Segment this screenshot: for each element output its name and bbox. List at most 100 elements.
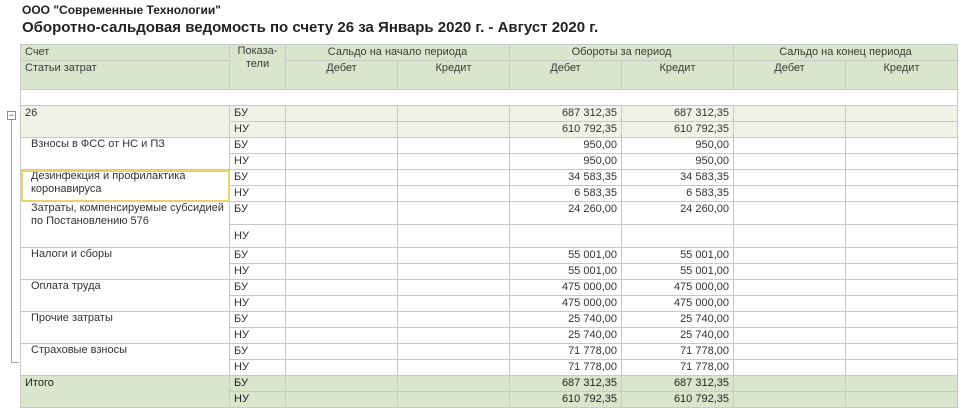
- indicator-cell: БУ: [229, 169, 286, 186]
- table-row[interactable]: Страховые взносы БУ 71 778,00 71 778,00: [20, 343, 958, 376]
- total-label-cell: Итого: [20, 375, 230, 408]
- indicator-cell: НУ: [229, 295, 286, 312]
- turnover-credit-cell: 25 740,00: [621, 327, 734, 344]
- opening-credit-cell: [397, 185, 510, 202]
- tree-guide-line: [11, 120, 12, 362]
- opening-credit-cell: [397, 137, 510, 154]
- turnover-credit-cell: 55 001,00: [621, 263, 734, 280]
- tree-guide-end: [11, 362, 19, 363]
- turnover-debit-cell: 34 583,35: [509, 169, 622, 186]
- header-cost-items: Статьи затрат: [20, 60, 230, 90]
- table-row[interactable]: НУ 950,00 950,00: [21, 153, 958, 170]
- table-row[interactable]: Дезинфекция и профилактика коронавируса …: [20, 169, 958, 202]
- opening-debit-cell: [285, 121, 398, 138]
- turnover-debit-cell: 24 260,00: [509, 201, 622, 225]
- turnover-credit-cell: 687 312,35: [621, 105, 734, 122]
- table-row[interactable]: Взносы в ФСС от НС и ПЗ БУ 950,00 950,00: [20, 137, 958, 170]
- opening-credit-cell: [397, 327, 510, 344]
- opening-debit-cell: [285, 279, 398, 296]
- closing-credit-cell: [845, 224, 958, 248]
- turnover-credit-cell: 6 583,35: [621, 185, 734, 202]
- indicator-cell: БУ: [229, 343, 286, 360]
- opening-debit-cell: [285, 247, 398, 264]
- turnover-debit-cell: [509, 224, 622, 248]
- opening-debit-cell: [285, 153, 398, 170]
- opening-credit-cell: [397, 343, 510, 360]
- cost-item-name-selected[interactable]: Дезинфекция и профилактика коронавируса: [20, 169, 230, 202]
- cost-item-name[interactable]: Взносы в ФСС от НС и ПЗ: [20, 137, 230, 170]
- turnover-debit-cell: 71 778,00: [509, 343, 622, 360]
- closing-credit-cell: [845, 185, 958, 202]
- turnover-credit-cell: 71 778,00: [621, 343, 734, 360]
- opening-debit-cell: [285, 224, 398, 248]
- turnover-debit-cell: 55 001,00: [509, 247, 622, 264]
- opening-credit-cell: [397, 247, 510, 264]
- closing-credit-cell: [845, 343, 958, 360]
- cost-item-name[interactable]: Страховые взносы: [20, 343, 230, 376]
- closing-credit-cell: [845, 391, 958, 408]
- turnover-debit-cell: 687 312,35: [509, 375, 622, 392]
- table-row[interactable]: НУ: [21, 224, 958, 248]
- opening-credit-cell: [397, 311, 510, 328]
- opening-credit-cell: [397, 153, 510, 170]
- turnover-debit-cell: 6 583,35: [509, 185, 622, 202]
- cost-item-name[interactable]: Затраты, компенсируемые субсидией по Пос…: [20, 201, 230, 248]
- closing-debit-cell: [733, 105, 846, 122]
- header-indicators: Показа- тели: [229, 44, 286, 90]
- company-name: ООО "Современные Технологии": [22, 3, 221, 17]
- cost-item-name[interactable]: Оплата труда: [20, 279, 230, 312]
- closing-debit-cell: [733, 295, 846, 312]
- turnover-debit-cell: 25 740,00: [509, 311, 622, 328]
- indicator-cell: БУ: [229, 279, 286, 296]
- turnover-debit-cell: 687 312,35: [509, 105, 622, 122]
- indicator-cell: НУ: [229, 327, 286, 344]
- cost-item-name[interactable]: Прочие затраты: [20, 311, 230, 344]
- total-row[interactable]: Итого БУ 687 312,35 687 312,35: [20, 375, 958, 408]
- table-row[interactable]: Затраты, компенсируемые субсидией по Пос…: [20, 201, 958, 248]
- indicator-cell: БУ: [229, 201, 286, 225]
- turnover-debit-cell: 475 000,00: [509, 295, 622, 312]
- closing-debit-cell: [733, 201, 846, 225]
- header-account: Счет: [20, 44, 230, 61]
- indicator-cell: БУ: [229, 137, 286, 154]
- opening-credit-cell: [397, 359, 510, 376]
- opening-credit-cell: [397, 295, 510, 312]
- header-turnover-credit: Кредит: [621, 60, 734, 90]
- closing-debit-cell: [733, 247, 846, 264]
- indicator-cell: НУ: [229, 391, 286, 408]
- opening-credit-cell: [397, 201, 510, 225]
- indicator-cell: БУ: [229, 311, 286, 328]
- closing-debit-cell: [733, 153, 846, 170]
- group-account-cell[interactable]: 26: [20, 105, 230, 138]
- indicator-cell: БУ: [229, 105, 286, 122]
- turnover-credit-cell: 475 000,00: [621, 279, 734, 296]
- header-closing-credit: Кредит: [845, 60, 958, 90]
- table-row[interactable]: Оплата труда БУ 475 000,00 475 000,00: [20, 279, 958, 312]
- indicator-cell: НУ: [229, 153, 286, 170]
- opening-debit-cell: [285, 295, 398, 312]
- turnover-credit-cell: 950,00: [621, 137, 734, 154]
- cost-item-name[interactable]: Налоги и сборы: [20, 247, 230, 280]
- opening-debit-cell: [285, 105, 398, 122]
- indicator-cell: НУ: [229, 359, 286, 376]
- turnover-credit-cell: 950,00: [621, 153, 734, 170]
- closing-debit-cell: [733, 279, 846, 296]
- collapse-group-icon[interactable]: −: [7, 110, 16, 120]
- table-row[interactable]: Прочие затраты БУ 25 740,00 25 740,00: [20, 311, 958, 344]
- opening-debit-cell: [285, 137, 398, 154]
- opening-debit-cell: [285, 391, 398, 408]
- opening-debit-cell: [285, 169, 398, 186]
- opening-debit-cell: [285, 375, 398, 392]
- turnover-credit-cell: 610 792,35: [621, 121, 734, 138]
- table-row[interactable]: Налоги и сборы БУ 55 001,00 55 001,00: [20, 247, 958, 280]
- closing-credit-cell: [845, 263, 958, 280]
- report-table: Счет Показа- тели Сальдо на начало перио…: [20, 44, 958, 408]
- closing-credit-cell: [845, 247, 958, 264]
- turnover-debit-cell: 610 792,35: [509, 121, 622, 138]
- opening-credit-cell: [397, 121, 510, 138]
- closing-credit-cell: [845, 279, 958, 296]
- closing-debit-cell: [733, 121, 846, 138]
- total-row[interactable]: НУ 610 792,35 610 792,35: [21, 391, 958, 408]
- closing-credit-cell: [845, 169, 958, 186]
- group-row[interactable]: 26 БУ 687 312,35 687 312,35: [20, 105, 958, 138]
